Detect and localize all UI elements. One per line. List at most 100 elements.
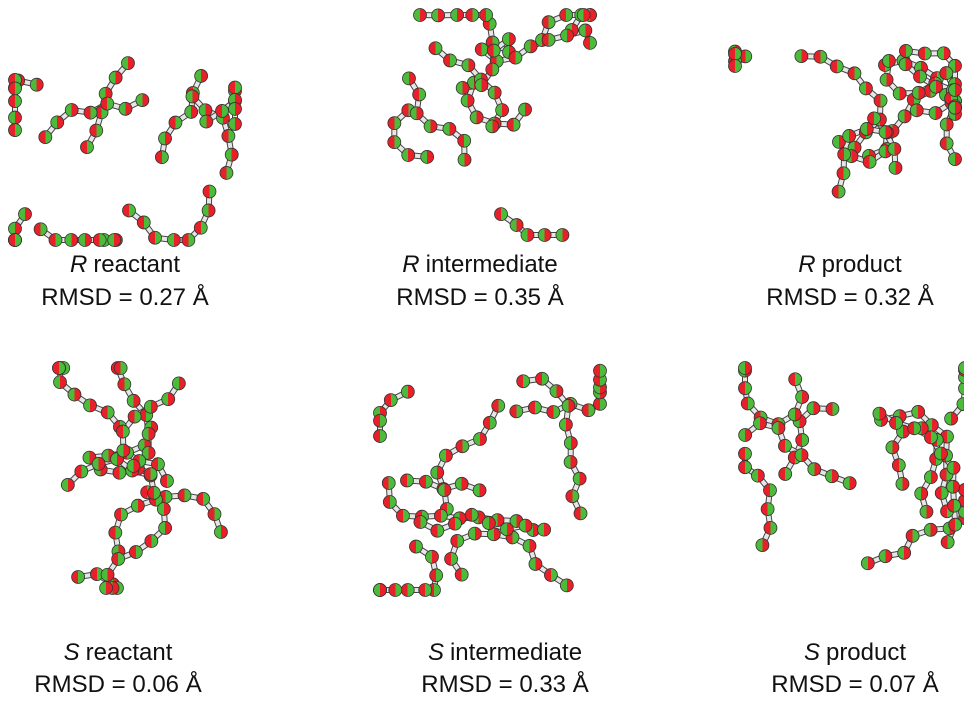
atom: [157, 502, 170, 515]
atom: [9, 124, 22, 137]
atom: [764, 521, 777, 534]
atom: [483, 416, 496, 429]
atom: [93, 234, 106, 247]
state-label: product: [826, 639, 906, 666]
atom: [432, 9, 445, 22]
molecule: [9, 57, 242, 247]
atom: [838, 148, 851, 161]
atom: [888, 142, 901, 155]
atom: [401, 584, 414, 597]
atom: [229, 117, 242, 130]
atom: [162, 393, 175, 406]
atom: [873, 407, 886, 420]
atom: [898, 110, 911, 123]
atom: [100, 582, 113, 595]
atom: [544, 568, 557, 581]
atom: [880, 73, 893, 86]
atom: [556, 229, 569, 242]
atom: [729, 60, 742, 73]
atom: [492, 399, 505, 412]
atom: [482, 517, 495, 530]
atom: [920, 505, 933, 518]
atom: [488, 86, 501, 99]
rmsd-label: RMSD = 0.35 Å: [396, 283, 563, 311]
atom: [438, 484, 451, 497]
atom: [444, 54, 457, 67]
atom: [573, 472, 586, 485]
atom: [560, 9, 573, 22]
atom: [229, 81, 242, 94]
atom: [473, 433, 486, 446]
atom: [519, 103, 532, 116]
atom: [75, 465, 88, 478]
atom: [470, 111, 483, 124]
atom: [879, 126, 892, 139]
atom: [898, 546, 911, 559]
atom: [940, 118, 953, 131]
rmsd-label: RMSD = 0.06 Å: [34, 670, 201, 698]
atom: [144, 468, 157, 481]
atom: [739, 382, 752, 395]
atom: [194, 221, 207, 234]
atom: [930, 80, 943, 93]
atom: [929, 107, 942, 120]
atom: [425, 550, 438, 563]
molecule: [388, 9, 597, 242]
atom: [729, 47, 742, 60]
atom: [538, 523, 551, 536]
atom: [892, 459, 905, 472]
atom: [937, 47, 950, 60]
atom: [374, 430, 387, 443]
atom: [421, 150, 434, 163]
atom: [521, 229, 534, 242]
rmsd-label: RMSD = 0.07 Å: [771, 670, 938, 698]
atom: [899, 44, 912, 57]
atom: [131, 499, 144, 512]
atom: [473, 484, 486, 497]
atom: [739, 461, 752, 474]
atom: [439, 449, 452, 462]
figure: RreactantRMSD = 0.27 ÅRintermediateRMSD …: [0, 0, 964, 702]
state-label: reactant: [93, 251, 180, 278]
atom: [886, 441, 899, 454]
atom: [480, 9, 493, 22]
atom: [414, 516, 427, 529]
rmsd-label: RMSD = 0.27 Å: [41, 283, 208, 311]
atom: [374, 584, 387, 597]
atom: [863, 155, 876, 168]
atom: [935, 486, 948, 499]
atom: [144, 400, 157, 413]
atom: [559, 418, 572, 431]
atom: [564, 455, 577, 468]
atom: [594, 364, 607, 377]
atom: [582, 404, 595, 417]
atom: [561, 29, 574, 42]
atom: [90, 124, 103, 137]
atom: [80, 141, 93, 154]
atom: [924, 431, 937, 444]
atom: [456, 81, 469, 94]
atom: [458, 134, 471, 147]
atom: [814, 50, 827, 63]
atom: [789, 373, 802, 386]
atom: [101, 406, 114, 419]
atom: [486, 120, 499, 133]
atom: [896, 477, 909, 490]
atom: [739, 429, 752, 442]
atom: [51, 116, 64, 129]
atom: [92, 457, 105, 470]
atom: [424, 120, 437, 133]
atom: [402, 72, 415, 85]
atom: [495, 208, 508, 221]
atom: [109, 71, 122, 84]
atom: [61, 478, 74, 491]
atom: [388, 136, 401, 149]
atom: [751, 469, 764, 482]
stereo-label: S: [428, 639, 444, 666]
atom: [502, 33, 515, 46]
atom: [112, 552, 125, 565]
atom: [941, 536, 954, 549]
atom: [796, 434, 809, 447]
